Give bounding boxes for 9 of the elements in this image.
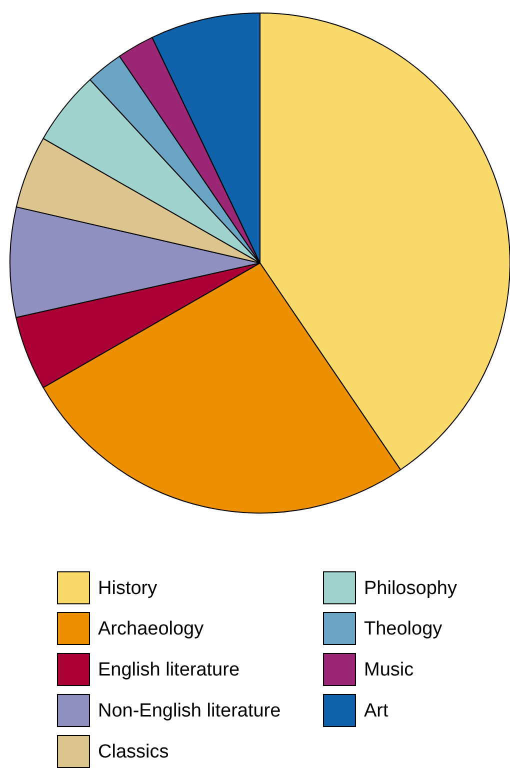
- legend-label: History: [98, 578, 158, 599]
- legend-label: Music: [364, 660, 414, 680]
- legend-label: Theology: [364, 618, 443, 640]
- legend-label: English literature: [98, 660, 240, 680]
- legend-label: Philosophy: [364, 578, 458, 599]
- legend-label: Art: [364, 700, 389, 722]
- legend-label: Non-English literature: [98, 700, 281, 722]
- legend-label: Archaeology: [98, 618, 204, 640]
- legend-label: Classics: [98, 742, 169, 762]
